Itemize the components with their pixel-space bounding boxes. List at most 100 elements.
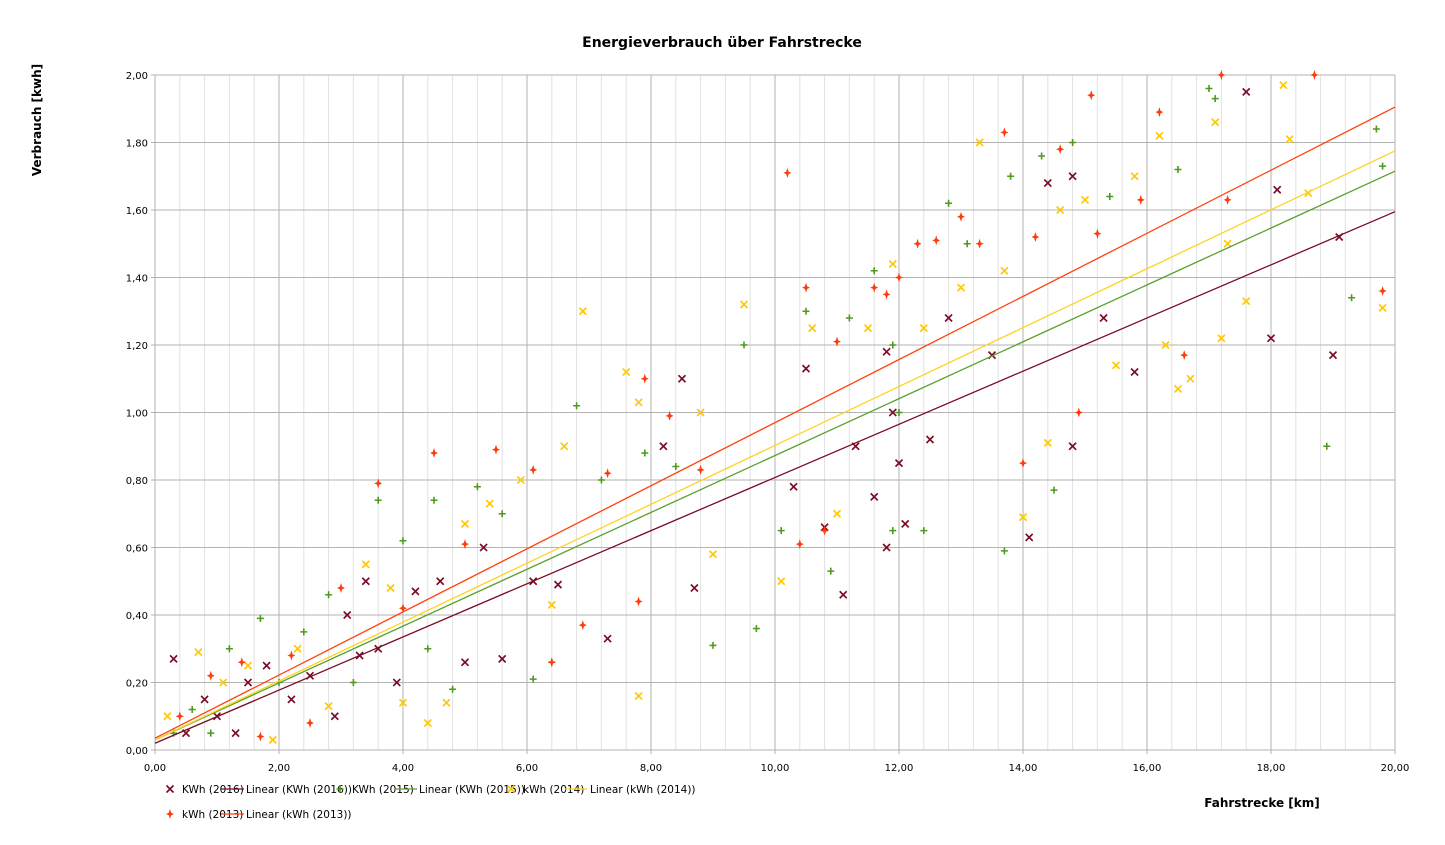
data-point [833, 336, 841, 347]
star-marker [820, 525, 829, 536]
data-point [882, 543, 891, 552]
x-marker [361, 577, 370, 586]
data-point [802, 282, 810, 293]
data-point [1205, 85, 1213, 92]
data-point [1180, 350, 1189, 361]
x-marker [194, 648, 203, 657]
x-marker [894, 459, 904, 468]
x-marker [634, 398, 643, 407]
x-marker [361, 560, 370, 569]
plus-marker [1069, 139, 1077, 146]
x-marker [293, 644, 302, 653]
x-marker [553, 580, 563, 589]
data-point [870, 282, 879, 293]
data-point [795, 539, 804, 550]
x-marker [870, 492, 879, 501]
plus-marker [300, 628, 308, 636]
data-point [1155, 107, 1164, 118]
y-tick-label: 0,20 [126, 679, 148, 690]
x-tick-label: 6,00 [516, 763, 538, 774]
data-point [895, 272, 903, 283]
data-point [802, 307, 810, 315]
star-marker [802, 282, 810, 293]
data-point [1080, 195, 1090, 204]
x-marker [243, 661, 253, 670]
data-point [932, 235, 941, 246]
plus-marker [336, 785, 344, 793]
data-point [1050, 486, 1058, 494]
plus-marker [424, 645, 432, 653]
data-point [634, 596, 643, 607]
data-point [1043, 178, 1052, 188]
plus-marker [325, 591, 333, 599]
data-point [330, 712, 339, 721]
star-marker [833, 336, 841, 347]
data-point [641, 449, 649, 457]
star-marker [1056, 144, 1065, 155]
data-point [169, 654, 178, 663]
data-point [894, 459, 904, 468]
data-point [1379, 162, 1387, 170]
data-point [963, 240, 971, 248]
data-point [832, 509, 842, 518]
data-point [1099, 313, 1108, 323]
x-marker [479, 543, 488, 552]
data-point [870, 492, 879, 501]
plus-marker [597, 476, 605, 484]
data-point [461, 539, 469, 550]
star-marker [1019, 458, 1027, 469]
x-marker [392, 678, 401, 687]
plus-marker [1174, 166, 1182, 173]
data-point [473, 483, 481, 491]
data-point [1173, 384, 1183, 393]
x-marker [330, 712, 339, 721]
x-marker [882, 543, 891, 552]
data-point [349, 679, 357, 686]
data-point [256, 731, 265, 742]
data-point [1074, 407, 1083, 418]
data-point [578, 620, 587, 631]
star-marker [696, 464, 705, 475]
x-marker [578, 307, 587, 316]
plus-marker [498, 510, 506, 518]
data-point [845, 314, 853, 322]
data-point [424, 645, 432, 653]
data-point [1323, 442, 1331, 450]
x-marker [386, 583, 395, 593]
data-point [740, 341, 748, 349]
star-marker [1136, 194, 1145, 205]
data-point [423, 718, 432, 728]
plus-marker [752, 625, 760, 632]
legend: KWh (2016) Linear (KWh (2016)) KWh (2015) L… [165, 784, 696, 821]
legend-label: KWh (2015) [352, 784, 414, 796]
star-marker [529, 464, 538, 475]
x-marker [944, 313, 953, 323]
x-marker [165, 784, 175, 794]
x-marker [622, 367, 631, 377]
legend-marker [166, 809, 174, 819]
data-point [975, 238, 984, 249]
plus-marker [1038, 152, 1046, 160]
x-marker [1000, 266, 1009, 275]
trend-line [154, 211, 1396, 744]
data-point [430, 448, 438, 458]
x-marker [460, 658, 470, 667]
x-marker [231, 729, 240, 738]
plus-marker [430, 496, 438, 504]
star-marker [975, 238, 984, 249]
x-marker [1068, 172, 1077, 181]
x-marker [1266, 334, 1276, 343]
x-marker [839, 590, 848, 599]
x-marker [560, 442, 569, 451]
data-point [399, 603, 407, 614]
y-tick-label: 1,20 [126, 341, 148, 352]
data-point [188, 706, 196, 713]
data-point [200, 695, 209, 704]
data-point [1310, 70, 1319, 80]
x-marker [411, 587, 420, 596]
data-point [1285, 135, 1294, 144]
x-marker [975, 138, 984, 147]
x-marker [1155, 131, 1164, 140]
data-point [1378, 286, 1387, 296]
trend-lines [154, 106, 1396, 744]
